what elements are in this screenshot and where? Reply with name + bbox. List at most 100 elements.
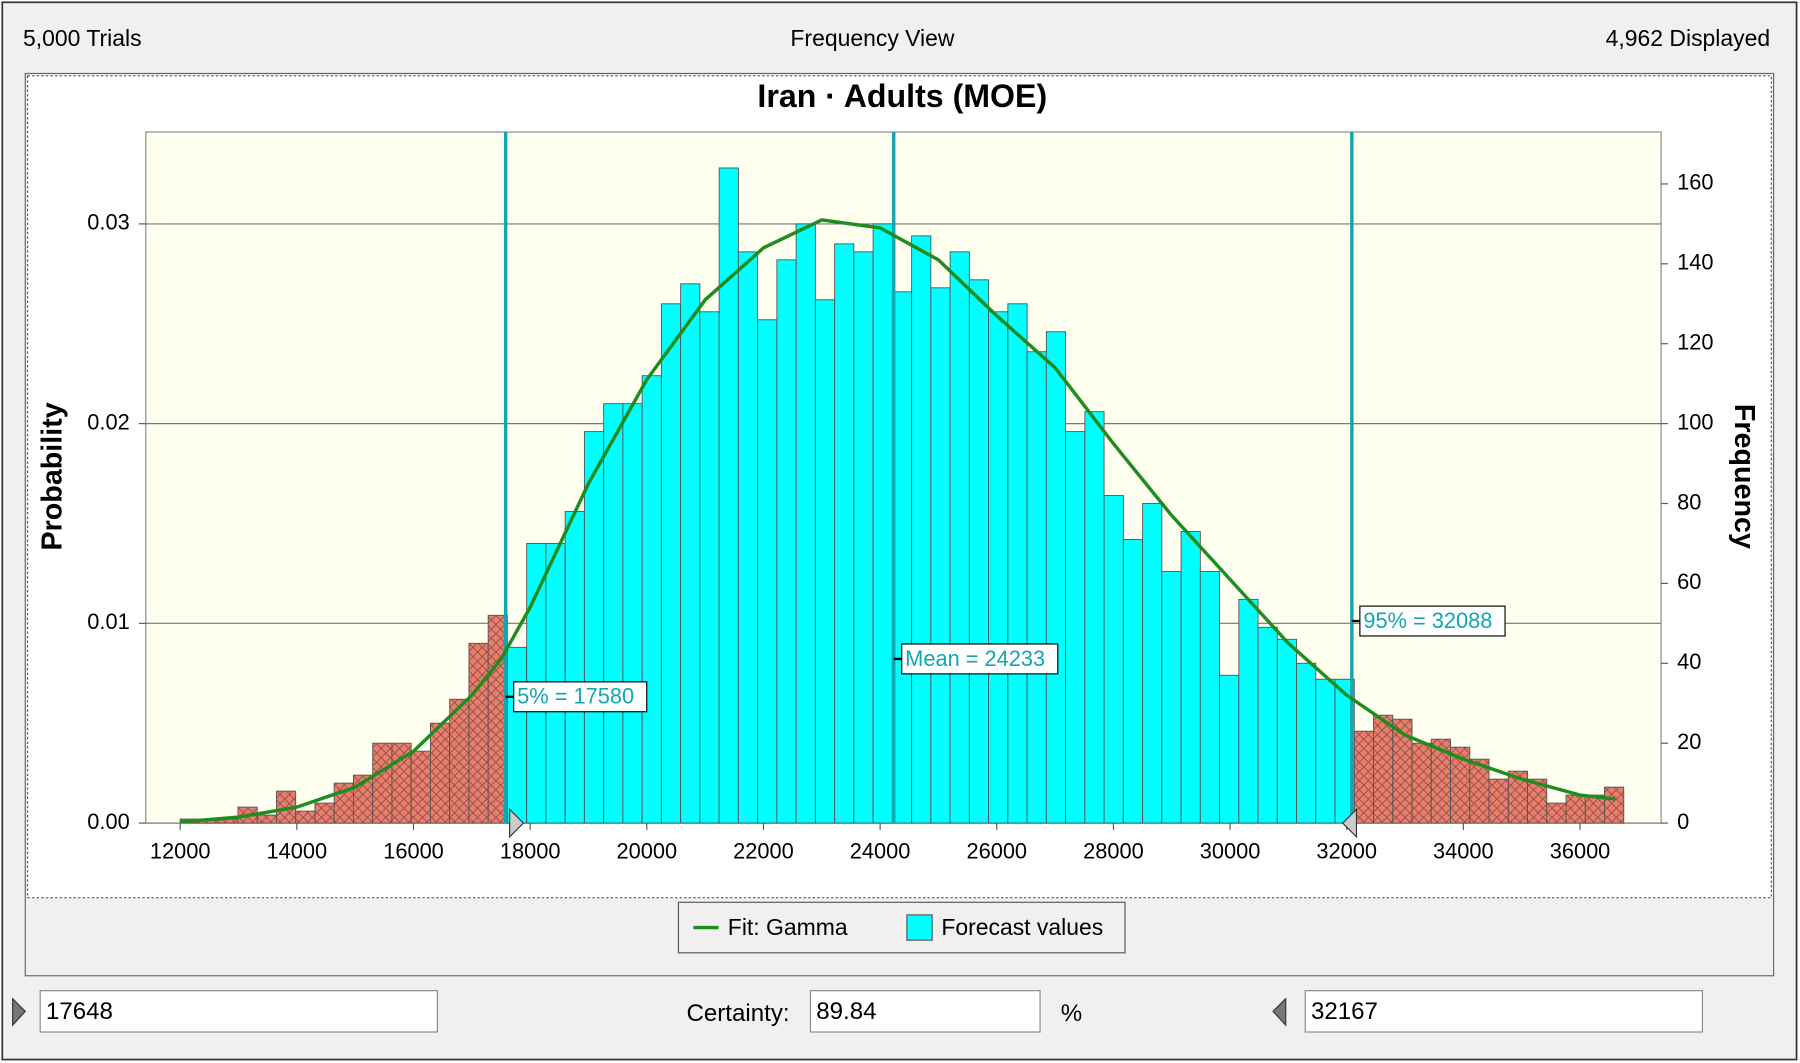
- bar: [1065, 431, 1086, 824]
- bar: [603, 403, 624, 824]
- tail-bar: [1411, 742, 1432, 824]
- bar: [680, 283, 701, 824]
- tail-bar: [1488, 778, 1509, 824]
- bar: [1084, 411, 1105, 824]
- x-tick-label: 20000: [616, 839, 677, 864]
- tail-bar: [1527, 778, 1548, 824]
- upper-handle-icon: [1272, 997, 1287, 1027]
- bar: [1199, 570, 1221, 824]
- y2-tick-label: 100: [1677, 409, 1713, 434]
- marker-label-box: [1359, 605, 1506, 637]
- view-name: Frequency View: [790, 25, 954, 51]
- lower-handle-icon: [12, 997, 27, 1027]
- bar: [988, 311, 1009, 824]
- displayed-count: 4,962 Displayed: [1606, 25, 1771, 51]
- marker-label: Mean = 24233: [905, 646, 1045, 671]
- legend: [677, 901, 1126, 954]
- y-tick-label: 0.01: [87, 609, 129, 634]
- tail-bar: [314, 802, 335, 824]
- y2-tick-label: 20: [1677, 729, 1701, 754]
- bar: [1296, 662, 1317, 824]
- tail-bar: [429, 722, 451, 824]
- legend-label: Fit: Gamma: [728, 914, 848, 940]
- tail-bar: [1584, 794, 1605, 824]
- y2-tick-label: 0: [1677, 809, 1689, 834]
- x-tick-label: 24000: [850, 839, 911, 864]
- bar: [1142, 503, 1163, 824]
- bar: [737, 251, 759, 824]
- x-tick-label: 36000: [1550, 839, 1611, 864]
- x-tick-label: 32000: [1316, 839, 1377, 864]
- y2-tick-label: 140: [1677, 250, 1713, 275]
- legend-label: Forecast values: [941, 914, 1103, 940]
- plot-layer: 0.00 0.01 0.02 0.03 0 20 40 60 80 100 120 140 160 120…: [87, 132, 1714, 864]
- bar: [564, 511, 585, 824]
- bar: [872, 223, 893, 824]
- bar: [930, 287, 951, 824]
- tail-bar: [372, 742, 393, 824]
- bar: [949, 251, 970, 824]
- bar: [968, 279, 990, 824]
- fit-curve: [180, 218, 1616, 824]
- x-tick-label: 16000: [383, 839, 444, 864]
- certainty-label: Certainty:: [686, 1000, 789, 1027]
- certainty-input[interactable]: [809, 990, 1041, 1033]
- bar: [699, 311, 720, 824]
- tail-bar: [1469, 758, 1490, 824]
- bar: [1257, 626, 1278, 824]
- x-tick-label: 34000: [1433, 839, 1494, 864]
- bar: [1007, 303, 1028, 824]
- tail-bar: [1373, 714, 1394, 824]
- certainty-value: 89.84: [816, 998, 876, 1025]
- upper-input[interactable]: [1304, 990, 1703, 1033]
- bar: [506, 646, 528, 824]
- bar: [1103, 495, 1124, 824]
- y2-tick-label: 160: [1677, 170, 1713, 195]
- range-handle[interactable]: [1341, 807, 1358, 839]
- bar: [757, 319, 778, 824]
- trials-count: 5,000 Trials: [23, 25, 142, 51]
- marker-label: 95% = 32088: [1363, 608, 1492, 633]
- bar: [911, 235, 932, 824]
- x-tick-label: 26000: [966, 839, 1027, 864]
- tail-bar: [1565, 794, 1586, 824]
- tail-bar: [449, 698, 470, 824]
- bar: [834, 243, 855, 824]
- bar: [853, 251, 874, 824]
- x-tick-label: 14000: [267, 839, 328, 864]
- y-tick-label: 0.03: [87, 210, 129, 235]
- x-tick-label: 12000: [150, 839, 211, 864]
- tail-bar: [1546, 802, 1567, 824]
- x-tick-label: 18000: [500, 839, 561, 864]
- y2-axis-label: Frequency: [1728, 404, 1760, 549]
- bar: [718, 167, 739, 824]
- bar: [1180, 531, 1201, 824]
- y2-tick-label: 80: [1677, 489, 1701, 514]
- bar: [1045, 331, 1067, 824]
- controls: 17648 Certainty: 89.84 % 32167: [12, 990, 1703, 1033]
- bar: [641, 375, 662, 824]
- bar: [1026, 351, 1047, 824]
- lower-value: 17648: [46, 998, 113, 1025]
- bar: [814, 299, 836, 824]
- bar: [660, 303, 682, 824]
- tail-bar: [468, 642, 489, 824]
- bar: [1315, 678, 1336, 824]
- x-tick-label: 22000: [733, 839, 794, 864]
- bar: [1122, 539, 1144, 824]
- bar: [583, 431, 605, 824]
- lower-input[interactable]: [39, 990, 438, 1033]
- bar: [776, 259, 797, 824]
- tail-bar: [295, 810, 316, 824]
- tail-bar: [256, 814, 277, 824]
- tail-bar: [1353, 730, 1375, 824]
- y2-tick-label: 40: [1677, 649, 1701, 674]
- bar: [1219, 674, 1240, 824]
- marker-label-box: [513, 681, 648, 713]
- bar: [1161, 570, 1182, 824]
- range-handle[interactable]: [509, 807, 525, 839]
- tail-bar: [1604, 786, 1625, 824]
- y-tick-label: 0.02: [87, 409, 129, 434]
- x-tick-label: 30000: [1200, 839, 1261, 864]
